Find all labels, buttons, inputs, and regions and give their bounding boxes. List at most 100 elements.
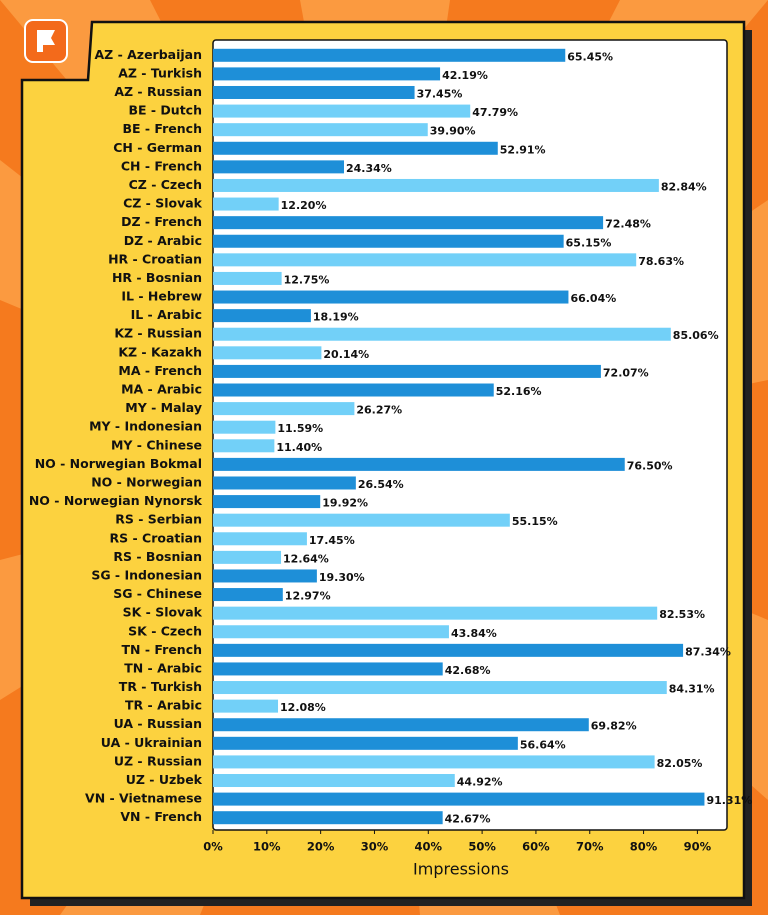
bar — [213, 476, 356, 490]
y-tick-label: MA - Arabic — [121, 382, 202, 397]
value-label: 42.68% — [445, 664, 491, 677]
y-tick-label: TR - Turkish — [119, 679, 202, 694]
bar — [213, 811, 443, 825]
x-tick-label: 10% — [253, 840, 281, 854]
value-label: 12.97% — [285, 590, 331, 603]
value-label: 56.64% — [520, 738, 566, 751]
value-label: 47.79% — [472, 106, 518, 119]
bar — [213, 588, 283, 602]
x-tick-label: 90% — [684, 840, 712, 854]
y-tick-label: UA - Russian — [114, 716, 202, 731]
bar — [213, 290, 569, 304]
bar — [213, 271, 282, 285]
bar — [213, 550, 282, 564]
y-tick-label: SK - Czech — [128, 623, 202, 638]
bar — [213, 457, 625, 471]
bar — [213, 718, 589, 732]
bar — [213, 85, 415, 99]
value-label: 72.48% — [605, 218, 651, 231]
x-tick-label: 40% — [415, 840, 443, 854]
bar — [213, 253, 637, 267]
bar — [213, 643, 684, 657]
value-label: 87.34% — [685, 645, 731, 658]
y-tick-label: IL - Arabic — [131, 307, 202, 322]
value-label: 12.20% — [281, 199, 327, 212]
value-label: 44.92% — [457, 776, 503, 789]
y-tick-label: BE - French — [122, 121, 202, 136]
x-tick-label: 30% — [361, 840, 389, 854]
y-tick-label: CH - French — [121, 158, 202, 173]
logo-icon — [37, 30, 55, 52]
value-label: 43.84% — [451, 627, 497, 640]
value-label: 12.75% — [284, 273, 330, 286]
bar — [213, 383, 494, 397]
value-label: 78.63% — [638, 255, 684, 268]
bar — [213, 606, 658, 620]
value-label: 52.91% — [500, 143, 546, 156]
y-tick-label: CZ - Slovak — [123, 196, 203, 211]
x-tick-label: 60% — [522, 840, 550, 854]
bar — [213, 532, 307, 546]
x-tick-label: 50% — [468, 840, 496, 854]
y-tick-label: KZ - Kazakh — [118, 344, 202, 359]
y-tick-label: DZ - Arabic — [124, 233, 202, 248]
y-tick-label: SG - Chinese — [113, 586, 202, 601]
value-label: 39.90% — [430, 125, 476, 138]
value-label: 19.92% — [322, 497, 368, 510]
y-tick-label: MY - Malay — [125, 400, 202, 415]
value-label: 18.19% — [313, 311, 359, 324]
y-tick-label: VN - French — [120, 809, 202, 824]
bar — [213, 104, 471, 118]
y-tick-label: NO - Norwegian Bokmal — [35, 456, 202, 471]
bar — [213, 364, 601, 378]
bar — [213, 495, 321, 509]
bar — [213, 346, 322, 360]
bar — [213, 774, 455, 788]
y-tick-label: RS - Serbian — [115, 512, 202, 527]
bar — [213, 569, 317, 583]
bar — [213, 755, 655, 769]
x-tick-label: 80% — [630, 840, 658, 854]
y-tick-label: SG - Indonesian — [91, 567, 202, 582]
y-tick-label: IL - Hebrew — [121, 289, 202, 304]
y-tick-label: VN - Vietnamese — [85, 791, 202, 806]
y-tick-label: AZ - Turkish — [118, 65, 202, 80]
value-label: 65.15% — [566, 236, 612, 249]
y-tick-label: SK - Slovak — [123, 605, 203, 620]
bar — [213, 662, 443, 676]
bar — [213, 234, 564, 248]
value-label: 42.67% — [445, 813, 491, 826]
bar — [213, 681, 667, 695]
bar — [213, 48, 566, 62]
value-label: 52.16% — [496, 385, 542, 398]
value-label: 76.50% — [627, 459, 673, 472]
x-axis-label: Impressions — [413, 860, 509, 879]
x-tick-label: 20% — [307, 840, 335, 854]
y-tick-label: DZ - French — [121, 214, 202, 229]
bar — [213, 141, 498, 155]
bar — [213, 625, 449, 639]
y-tick-label: TN - Arabic — [124, 660, 202, 675]
value-label: 82.84% — [661, 180, 707, 193]
value-label: 85.06% — [673, 329, 719, 342]
y-tick-label: MY - Chinese — [111, 437, 202, 452]
bar — [213, 699, 279, 713]
x-tick-label: 70% — [576, 840, 604, 854]
y-tick-label: UZ - Uzbek — [126, 772, 203, 787]
y-tick-label: UA - Ukrainian — [101, 735, 202, 750]
value-label: 26.54% — [358, 478, 404, 491]
y-tick-label: TN - French — [122, 642, 202, 657]
value-label: 65.45% — [567, 50, 613, 63]
value-label: 26.27% — [356, 404, 402, 417]
x-tick-label: 0% — [203, 840, 223, 854]
bar — [213, 197, 279, 211]
y-tick-label: MA - French — [118, 363, 202, 378]
y-tick-label: BE - Dutch — [128, 103, 202, 118]
y-tick-label: KZ - Russian — [114, 326, 202, 341]
value-label: 24.34% — [346, 162, 392, 175]
y-tick-label: NO - Norwegian — [91, 474, 202, 489]
bar — [213, 327, 671, 341]
value-label: 91.31% — [706, 794, 752, 807]
bar — [213, 216, 604, 230]
